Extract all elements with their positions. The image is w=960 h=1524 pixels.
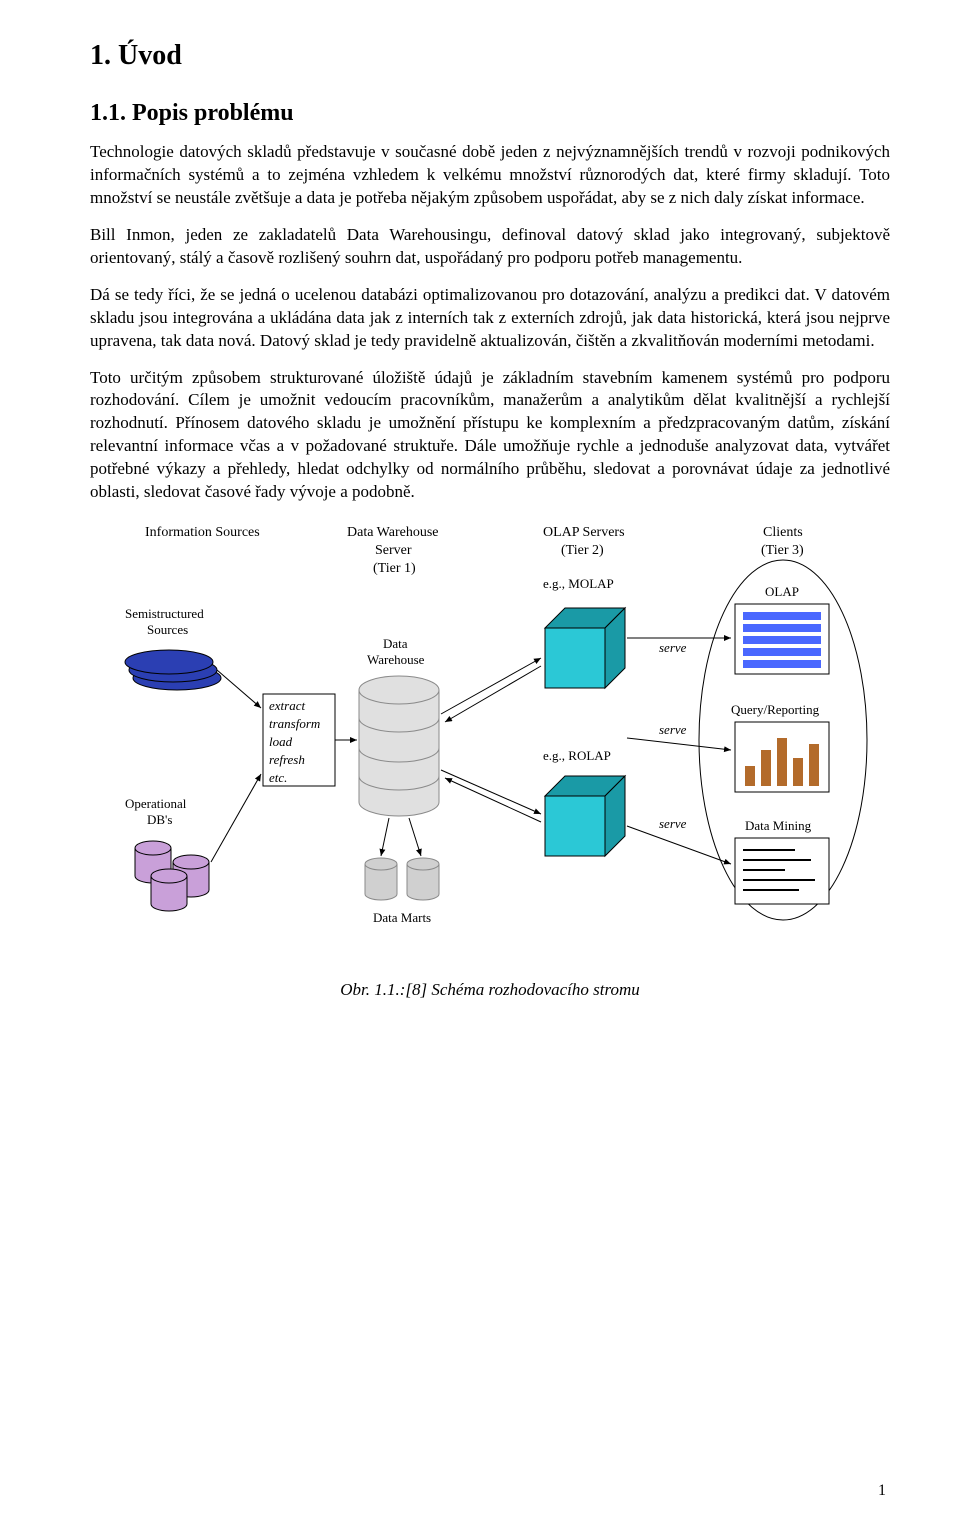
label-dw-1: Data	[383, 636, 408, 651]
arrow-dw-dm2	[409, 818, 421, 856]
figure-diagram: Information Sources Data Warehouse Serve…	[95, 518, 885, 958]
label-etl-3: load	[269, 734, 293, 749]
query-reporting-panel	[735, 722, 829, 792]
label-olap-client: OLAP	[765, 584, 799, 599]
paragraph-2: Bill Inmon, jeden ze zakladatelů Data Wa…	[90, 224, 890, 270]
data-mining-panel	[735, 838, 829, 904]
label-operational-2: DB's	[147, 812, 172, 827]
label-serve-1: serve	[659, 640, 687, 655]
label-eg-molap: e.g., MOLAP	[543, 576, 614, 591]
label-semistructured-1: Semistructured	[125, 606, 204, 621]
operational-db-shape	[135, 841, 209, 911]
arrow-src2-etl	[211, 774, 261, 862]
diagram-svg: Information Sources Data Warehouse Serve…	[95, 518, 885, 958]
arrow-molap-dw	[445, 666, 541, 722]
paragraph-4: Toto určitým způsobem strukturované úlož…	[90, 367, 890, 505]
label-dw-2: Warehouse	[367, 652, 425, 667]
data-marts-shape	[365, 858, 439, 900]
arrow-rolap-dw	[445, 778, 541, 822]
heading-section: 1. Úvod	[90, 40, 890, 72]
label-tier2: (Tier 2)	[561, 543, 604, 558]
label-etl-5: etc.	[269, 770, 287, 785]
label-serve-3: serve	[659, 816, 687, 831]
arrow-serve-2	[627, 738, 731, 750]
label-etl-2: transform	[269, 716, 320, 731]
label-serve-2: serve	[659, 722, 687, 737]
label-dw-server-1: Data Warehouse	[347, 525, 439, 540]
label-data-marts: Data Marts	[373, 910, 431, 925]
label-query-reporting: Query/Reporting	[731, 702, 820, 717]
rolap-cube	[545, 776, 625, 856]
arrow-serve-3	[627, 826, 731, 864]
arrow-dw-molap	[441, 658, 541, 714]
label-info-sources: Information Sources	[145, 525, 260, 540]
label-data-mining: Data Mining	[745, 818, 812, 833]
label-olap-servers: OLAP Servers	[543, 525, 625, 540]
label-tier3: (Tier 3)	[761, 543, 804, 558]
label-tier1: (Tier 1)	[373, 561, 416, 576]
page-number: 1	[878, 1482, 886, 1500]
heading-subsection: 1.1. Popis problému	[90, 100, 890, 127]
label-operational-1: Operational	[125, 796, 187, 811]
figure-caption: Obr. 1.1.:[8] Schéma rozhodovacího strom…	[90, 980, 890, 1000]
molap-cube	[545, 608, 625, 688]
arrow-src1-etl	[217, 670, 261, 708]
semistructured-shape	[125, 650, 221, 690]
olap-client-panel	[735, 604, 829, 674]
arrow-dw-rolap	[441, 770, 541, 814]
data-warehouse-shape	[359, 676, 439, 816]
label-semistructured-2: Sources	[147, 622, 188, 637]
label-etl-4: refresh	[269, 752, 305, 767]
label-eg-rolap: e.g., ROLAP	[543, 748, 611, 763]
arrow-dw-dm1	[381, 818, 389, 856]
paragraph-3: Dá se tedy říci, že se jedná o ucelenou …	[90, 284, 890, 353]
label-dw-server-2: Server	[375, 543, 412, 558]
paragraph-1: Technologie datových skladů představuje …	[90, 141, 890, 210]
label-clients: Clients	[763, 525, 803, 540]
label-etl-1: extract	[269, 698, 305, 713]
page: 1. Úvod 1.1. Popis problému Technologie …	[0, 0, 960, 1524]
